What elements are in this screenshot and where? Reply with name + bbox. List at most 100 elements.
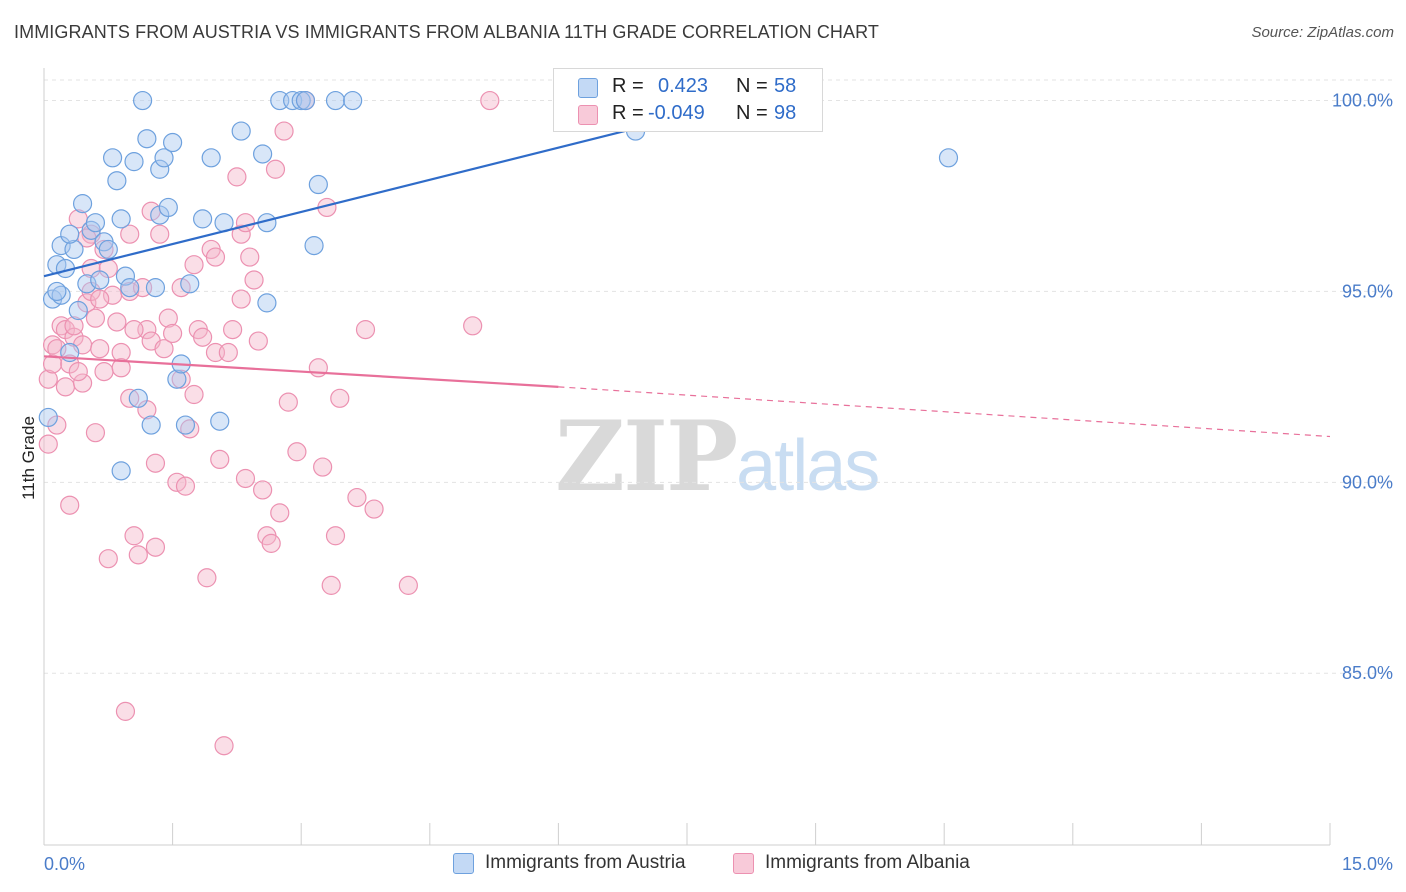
tick-labels: 85.0% 90.0% 95.0% 100.0% 0.0% 15.0% 11th Grade	[19, 91, 1393, 874]
austria-point	[201, 148, 221, 168]
austria-point	[124, 152, 144, 172]
bottom-legend-swatch-albania	[733, 853, 754, 874]
albania-point	[150, 224, 170, 244]
watermark-zip: ZIP	[555, 400, 738, 513]
albania-point	[171, 369, 191, 389]
albania-point	[347, 487, 367, 508]
legend-r-label: R =	[612, 102, 644, 124]
austria-point	[85, 213, 106, 233]
bottom-legend-label-albania: Immigrants from Albania	[765, 852, 970, 873]
albania-point	[223, 320, 243, 340]
albania-point	[98, 549, 118, 569]
albania-point	[205, 247, 226, 267]
albania-point	[90, 289, 110, 309]
albania-point	[463, 316, 483, 336]
albania-trend-extension	[558, 386, 1331, 438]
legend-swatch-albania	[578, 105, 598, 125]
y-tick-label: 85.0%	[1342, 663, 1393, 683]
austria-point	[163, 132, 183, 153]
legend-n-value: 58	[774, 75, 797, 97]
austria-point	[158, 197, 178, 218]
albania-point	[145, 453, 166, 473]
albania-point	[227, 167, 247, 187]
austria-point	[193, 209, 213, 229]
austria-point	[253, 144, 273, 164]
legend-n-value: 98	[774, 102, 797, 124]
albania-point	[175, 476, 196, 496]
austria-point	[107, 171, 127, 191]
austria-point	[120, 278, 140, 298]
albania-point	[42, 354, 63, 374]
albania-point	[55, 377, 76, 397]
albania-point	[158, 308, 178, 328]
axes	[43, 68, 1331, 846]
albania-point	[38, 434, 58, 454]
albania-trend-line	[43, 355, 559, 388]
austria-point	[145, 278, 166, 298]
austria-point	[102, 148, 123, 168]
albania-point	[210, 449, 230, 470]
albania-point	[107, 312, 127, 332]
austria-point	[137, 129, 157, 149]
watermark-atlas: atlas	[736, 426, 880, 506]
correlation-legend: R = 0.423 N = 58 R = -0.049 N = 98	[553, 68, 823, 132]
x-tick-label: 0.0%	[44, 854, 85, 874]
albania-point	[231, 224, 251, 244]
legend-r-value: 0.423	[658, 75, 709, 97]
albania-point	[398, 575, 418, 595]
albania-point	[330, 388, 350, 408]
albania-point	[60, 495, 80, 515]
albania-point	[154, 339, 174, 359]
austria-point	[111, 209, 131, 229]
albania-point	[184, 255, 204, 275]
albania-point	[111, 358, 131, 378]
albania-point	[115, 701, 136, 721]
legend-n-label: N =	[736, 75, 768, 97]
austria-point	[115, 266, 136, 286]
albania-point	[184, 384, 204, 405]
austria-point	[343, 90, 363, 111]
albania-point	[313, 457, 333, 477]
albania-point	[244, 270, 264, 290]
albania-point	[163, 323, 183, 344]
albania-point	[124, 526, 144, 546]
austria-point	[308, 174, 328, 195]
albania-point	[193, 327, 213, 347]
albania-point	[94, 362, 114, 382]
austria-point	[72, 194, 93, 214]
albania-point	[355, 320, 376, 340]
austria-point	[257, 293, 277, 313]
bottom-legend-swatch-austria	[453, 853, 474, 874]
albania-point	[120, 224, 140, 244]
trend-lines	[43, 99, 1331, 438]
albania-point	[38, 369, 58, 389]
austria-point	[304, 236, 324, 256]
albania-point	[274, 121, 294, 141]
albania-point	[235, 213, 256, 233]
austria-point	[175, 415, 196, 435]
y-tick-label: 95.0%	[1342, 281, 1393, 301]
albania-point	[321, 575, 341, 595]
zipatlas-watermark: ZIPatlas	[555, 400, 880, 513]
y-axis-title: 11th Grade	[19, 416, 38, 500]
albania-point	[72, 373, 93, 393]
austria-point	[141, 415, 161, 435]
albania-point	[261, 533, 281, 553]
austria-point	[325, 90, 346, 111]
austria-point	[210, 411, 230, 431]
albania-point	[128, 545, 148, 565]
legend-r-label: R =	[612, 75, 644, 97]
austria-point	[938, 148, 959, 168]
y-tick-label: 100.0%	[1332, 91, 1393, 111]
albania-point	[197, 568, 217, 588]
austria-point	[231, 121, 251, 141]
austria-point	[132, 90, 153, 111]
austria-point	[291, 90, 311, 111]
austria-point	[295, 90, 316, 111]
austria-point	[154, 148, 174, 168]
albania-point	[364, 499, 384, 519]
albania-point	[85, 423, 106, 443]
austria-point	[111, 461, 131, 481]
austria-point	[180, 274, 200, 294]
austria-point	[38, 407, 58, 428]
